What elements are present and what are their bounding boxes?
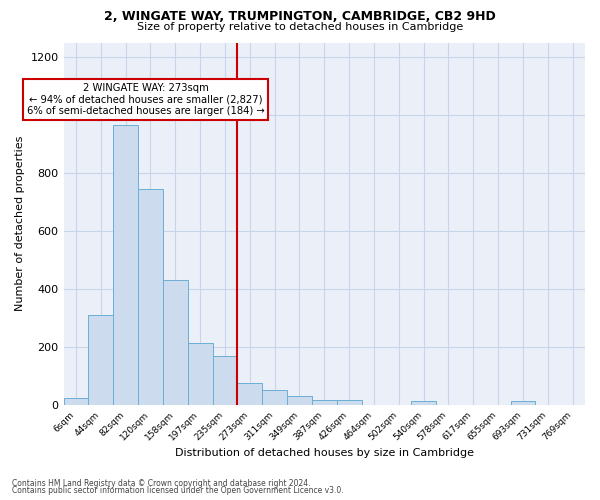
Text: Contains HM Land Registry data © Crown copyright and database right 2024.: Contains HM Land Registry data © Crown c… [12,478,311,488]
Bar [238,383,262,405]
Text: 2, WINGATE WAY, TRUMPINGTON, CAMBRIDGE, CB2 9HD: 2, WINGATE WAY, TRUMPINGTON, CAMBRIDGE, … [104,10,496,23]
X-axis label: Distribution of detached houses by size in Cambridge: Distribution of detached houses by size … [175,448,474,458]
Bar [64,398,88,405]
Bar [212,356,238,405]
Text: Size of property relative to detached houses in Cambridge: Size of property relative to detached ho… [137,22,463,32]
Text: 2 WINGATE WAY: 273sqm
← 94% of detached houses are smaller (2,827)
6% of semi-de: 2 WINGATE WAY: 273sqm ← 94% of detached … [26,83,265,116]
Bar [262,390,287,405]
Y-axis label: Number of detached properties: Number of detached properties [15,136,25,312]
Text: Contains public sector information licensed under the Open Government Licence v3: Contains public sector information licen… [12,486,344,495]
Bar [138,189,163,405]
Bar [511,401,535,405]
Bar [312,400,337,405]
Bar [188,342,212,405]
Bar [411,401,436,405]
Bar [163,280,188,405]
Bar [337,400,362,405]
Bar [113,125,138,405]
Bar [287,396,312,405]
Bar [88,315,113,405]
